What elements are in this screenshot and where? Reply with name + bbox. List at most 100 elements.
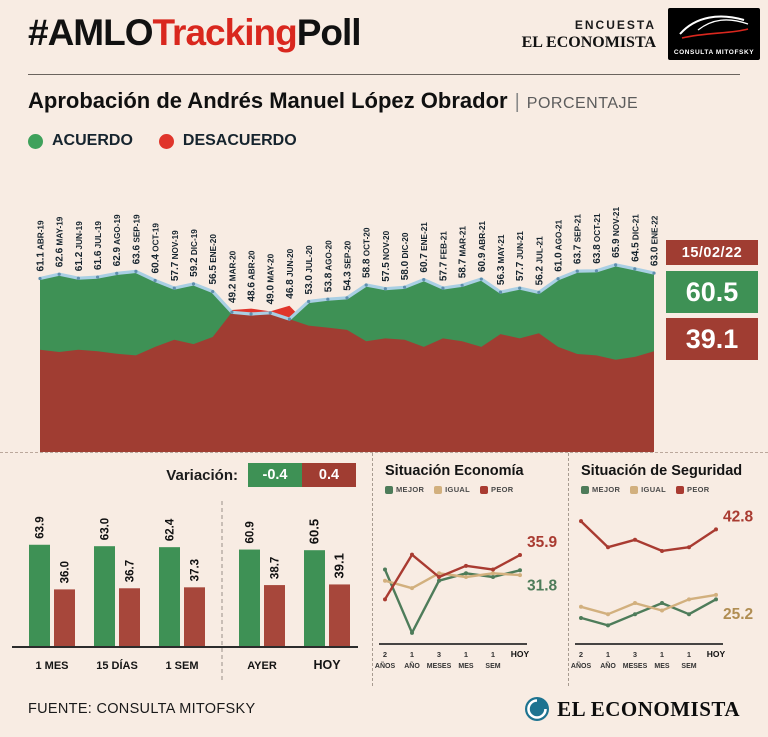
svg-text:2: 2 [579, 650, 583, 659]
acuerdo-dot-icon [28, 133, 43, 149]
svg-text:HOY: HOY [313, 658, 341, 672]
el-economista-masthead: EL ECONOMISTA [521, 34, 656, 51]
unit-label: PORCENTAJE [526, 95, 639, 112]
mejor-label: MEJOR [396, 485, 425, 494]
svg-text:58.7 MAR-21: 58.7 MAR-21 [458, 226, 469, 279]
main-legend: ACUERDO DESACUERDO [28, 132, 297, 150]
svg-text:HOY: HOY [511, 649, 530, 659]
svg-text:57.5 NOV-20: 57.5 NOV-20 [381, 230, 392, 281]
el-economista-logo: EL ECONOMISTA [524, 696, 740, 722]
consulta-mitofsky-logo: CONSULTA MITOFSKY [668, 8, 760, 60]
svg-text:1: 1 [687, 650, 691, 659]
variation-panel: Variación: -0.4 0.4 63.9 36.0 1 MES 63.0 36.… [0, 453, 372, 686]
svg-text:57.7 FEB-21: 57.7 FEB-21 [438, 231, 449, 281]
chart-title-text: Aprobación de Andrés Manuel López Obrado… [28, 88, 508, 113]
svg-text:63.0 ENE-22: 63.0 ENE-22 [650, 215, 661, 266]
svg-text:60.9: 60.9 [245, 521, 257, 543]
svg-text:58.8 OCT-20: 58.8 OCT-20 [362, 227, 373, 278]
page-title: #AMLOTrackingPoll [28, 12, 362, 54]
date-badge: 15/02/22 [666, 240, 758, 265]
svg-text:SEM: SEM [485, 663, 500, 670]
svg-text:1: 1 [660, 650, 664, 659]
svg-text:AÑO: AÑO [404, 661, 420, 670]
svg-text:35.9: 35.9 [527, 534, 558, 551]
title-separator: | [514, 91, 520, 113]
encuesta-label: ENCUESTA [574, 18, 656, 32]
svg-text:SEM: SEM [681, 663, 696, 670]
svg-text:15 DÍAS: 15 DÍAS [96, 659, 138, 672]
acuerdo-legend-label: ACUERDO [52, 132, 133, 149]
security-legend: MEJOR IGUAL PEOR [569, 479, 768, 494]
variation-desacuerdo-box: 0.4 [302, 463, 356, 487]
hashtag-black2: Poll [296, 12, 362, 53]
mejor-label: MEJOR [592, 485, 621, 494]
igual-swatch-icon [434, 485, 443, 494]
svg-text:MESES: MESES [427, 663, 452, 670]
igual-label: IGUAL [641, 485, 667, 494]
variation-label: Variación: [166, 466, 238, 484]
svg-text:58.0 DIC-20: 58.0 DIC-20 [400, 232, 411, 280]
svg-text:61.1 ABR-19: 61.1 ABR-19 [36, 220, 47, 271]
hashtag-red: Tracking [152, 12, 298, 53]
svg-text:31.8: 31.8 [527, 577, 558, 594]
svg-text:3: 3 [437, 650, 441, 659]
security-line-chart: 2 AÑOS 1 AÑO 3 MESES 1 MES 1 SEM HOY 42.8 25.2 [571, 508, 754, 670]
security-title: Situación de Seguridad [581, 463, 743, 479]
security-panel: Situación de Seguridad MEJOR IGUAL PEOR … [568, 453, 768, 686]
svg-text:HOY: HOY [707, 649, 726, 659]
svg-text:60.9 ABR-21: 60.9 ABR-21 [477, 221, 488, 272]
peor-swatch-icon [676, 485, 685, 494]
igual-label: IGUAL [445, 485, 471, 494]
peor-swatch-icon [480, 485, 489, 494]
economy-line-chart: 2 AÑOS 1 AÑO 3 MESES 1 MES 1 SEM HOY 35.9 31.8 [375, 534, 558, 670]
hashtag-black1: #AMLO [28, 12, 153, 53]
svg-text:57.7 JUN-21: 57.7 JUN-21 [515, 231, 526, 281]
bottom-panels: Variación: -0.4 0.4 63.9 36.0 1 MES 63.0 36.… [0, 452, 768, 686]
svg-text:1: 1 [606, 650, 610, 659]
economy-legend: MEJOR IGUAL PEOR [373, 479, 568, 494]
el-economista-swirl-icon [525, 697, 550, 721]
svg-text:56.5 ENE-20: 56.5 ENE-20 [208, 234, 219, 285]
svg-text:53.8 AGO-20: 53.8 AGO-20 [323, 240, 334, 292]
svg-text:49.0 MAY-20: 49.0 MAY-20 [266, 253, 277, 304]
svg-text:1: 1 [464, 650, 468, 659]
svg-text:56.3 MAY-21: 56.3 MAY-21 [496, 234, 507, 285]
peor-label: PEOR [687, 485, 710, 494]
svg-text:63.6 SEP-19: 63.6 SEP-19 [131, 214, 142, 264]
svg-text:1: 1 [410, 650, 414, 659]
svg-text:63.7 SEP-21: 63.7 SEP-21 [573, 214, 584, 264]
svg-text:39.1: 39.1 [332, 553, 347, 578]
svg-text:56.2 JUL-21: 56.2 JUL-21 [534, 236, 545, 285]
svg-text:2: 2 [383, 650, 387, 659]
svg-text:64.5 DIC-21: 64.5 DIC-21 [630, 214, 641, 262]
svg-text:3: 3 [633, 650, 637, 659]
mejor-swatch-icon [385, 485, 393, 494]
svg-text:36.0: 36.0 [60, 561, 72, 583]
mejor-swatch-icon [581, 485, 589, 494]
el-economista-footer-text: EL ECONOMISTA [557, 696, 740, 721]
svg-text:AÑOS: AÑOS [375, 661, 395, 670]
svg-text:54.3 SEP-20: 54.3 SEP-20 [343, 240, 354, 290]
svg-text:37.3: 37.3 [190, 559, 202, 581]
economy-title: Situación Economía [385, 463, 524, 479]
svg-text:MES: MES [458, 663, 474, 670]
recent-approval-bar-chart: 63.9 36.0 1 MES 63.0 36.7 15 DÍAS 62.4 37.3 1 SE… [12, 501, 358, 681]
approval-area-chart: 61.1 ABR-19 62.6 MAY-19 61.2 JUN-19 61.6 JU… [36, 207, 661, 452]
publisher-masthead: ENCUESTA EL ECONOMISTA [522, 18, 656, 52]
desacuerdo-legend-label: DESACUERDO [182, 132, 297, 149]
economy-panel: Situación Economía MEJOR IGUAL PEOR 2 AÑO… [372, 453, 568, 686]
chart-title: Aprobación de Andrés Manuel López Obrado… [28, 88, 638, 114]
footer: FUENTE: CONSULTA MITOFSKY EL ECONOMISTA [28, 696, 740, 722]
svg-text:1 MES: 1 MES [35, 660, 68, 672]
svg-text:46.8 JUN-20: 46.8 JUN-20 [285, 248, 296, 298]
svg-text:25.2: 25.2 [723, 606, 753, 623]
svg-text:48.6 ABR-20: 48.6 ABR-20 [247, 250, 258, 301]
svg-text:62.9 AGO-19: 62.9 AGO-19 [112, 214, 123, 266]
igual-swatch-icon [630, 485, 639, 494]
svg-text:MES: MES [654, 663, 670, 670]
svg-text:AYER: AYER [247, 660, 277, 672]
svg-text:59.2 DIC-19: 59.2 DIC-19 [189, 229, 200, 277]
svg-text:36.7: 36.7 [125, 560, 137, 582]
svg-text:60.4 OCT-19: 60.4 OCT-19 [151, 223, 162, 274]
svg-text:60.7 ENE-21: 60.7 ENE-21 [419, 222, 430, 273]
